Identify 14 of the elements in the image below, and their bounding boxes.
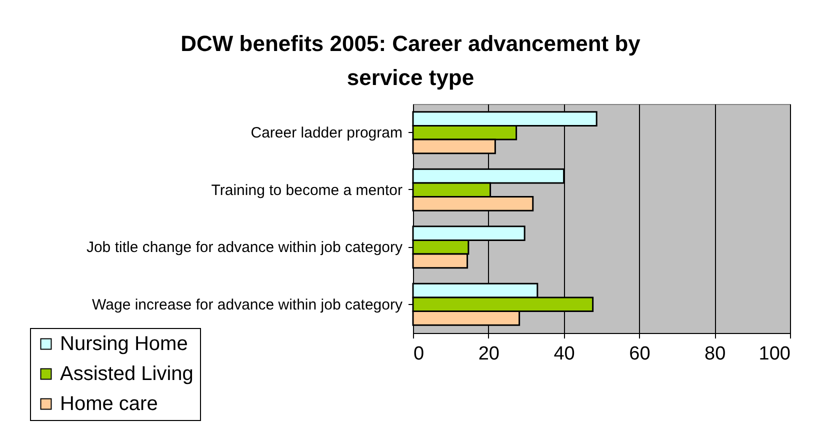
legend-label: Nursing Home [60, 333, 188, 355]
legend-label: Assisted Living [60, 363, 194, 385]
y-tick-label: Job title change for advance within job category [86, 239, 403, 256]
y-tick-label: Wage increase for advance within job category [92, 296, 403, 314]
x-tick-label: 60 [629, 344, 650, 364]
x-tick-label: 80 [704, 344, 726, 364]
x-tick-label: 40 [554, 344, 575, 364]
x-tick-label: 20 [478, 344, 500, 364]
chart-title: DCW benefits 2005: Career advancement by service type [180, 31, 642, 90]
y-tick-label: Training to become a mentor [211, 182, 402, 199]
x-tick-label: 100 [758, 344, 790, 364]
legend-label: Home care [60, 393, 158, 415]
x-tick-label: 0 [414, 344, 424, 364]
y-tick-label: Career ladder program [250, 124, 402, 142]
